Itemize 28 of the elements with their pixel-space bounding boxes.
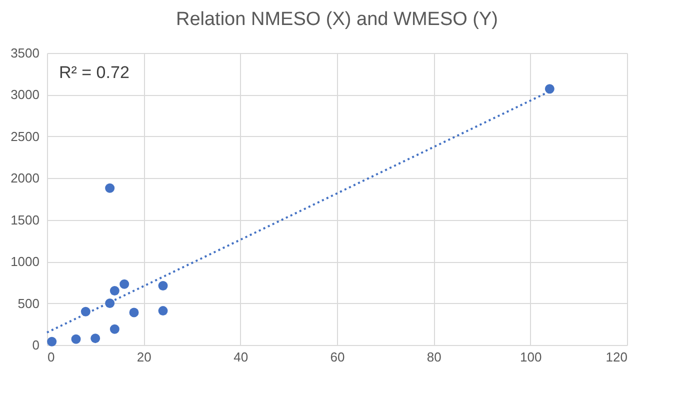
- point: [120, 279, 130, 289]
- y-tick-label: 500: [18, 296, 40, 311]
- annotation: R² = 0.72: [59, 63, 130, 82]
- y-tick-label: 2500: [10, 128, 40, 144]
- x-tick-label: 120: [606, 350, 628, 364]
- point: [90, 334, 100, 344]
- y-tick-label: 1500: [10, 212, 40, 228]
- y-tick-label: 0: [32, 338, 40, 352]
- point: [544, 84, 554, 94]
- point: [47, 336, 57, 346]
- x-tick-label: 80: [426, 350, 442, 364]
- point: [129, 308, 139, 318]
- x-tick-label: 0: [48, 350, 55, 364]
- y-tick-label: 2000: [10, 170, 40, 186]
- x-tick-label: 40: [234, 350, 248, 364]
- x-tick-label: 60: [330, 350, 345, 364]
- y-tick-label: 3500: [10, 46, 40, 60]
- x-tick-label: 20: [136, 350, 152, 364]
- y-tick-label: 1000: [10, 254, 40, 270]
- point: [158, 281, 168, 290]
- point: [158, 306, 168, 316]
- point: [110, 286, 120, 296]
- point: [71, 334, 81, 344]
- chart-title: Relation NMESO (X) and WMESO (Y): [176, 9, 498, 30]
- x-tick-label: 100: [520, 350, 542, 364]
- point: [110, 324, 120, 334]
- y-tick-label: 3000: [10, 87, 40, 102]
- point: [105, 183, 115, 193]
